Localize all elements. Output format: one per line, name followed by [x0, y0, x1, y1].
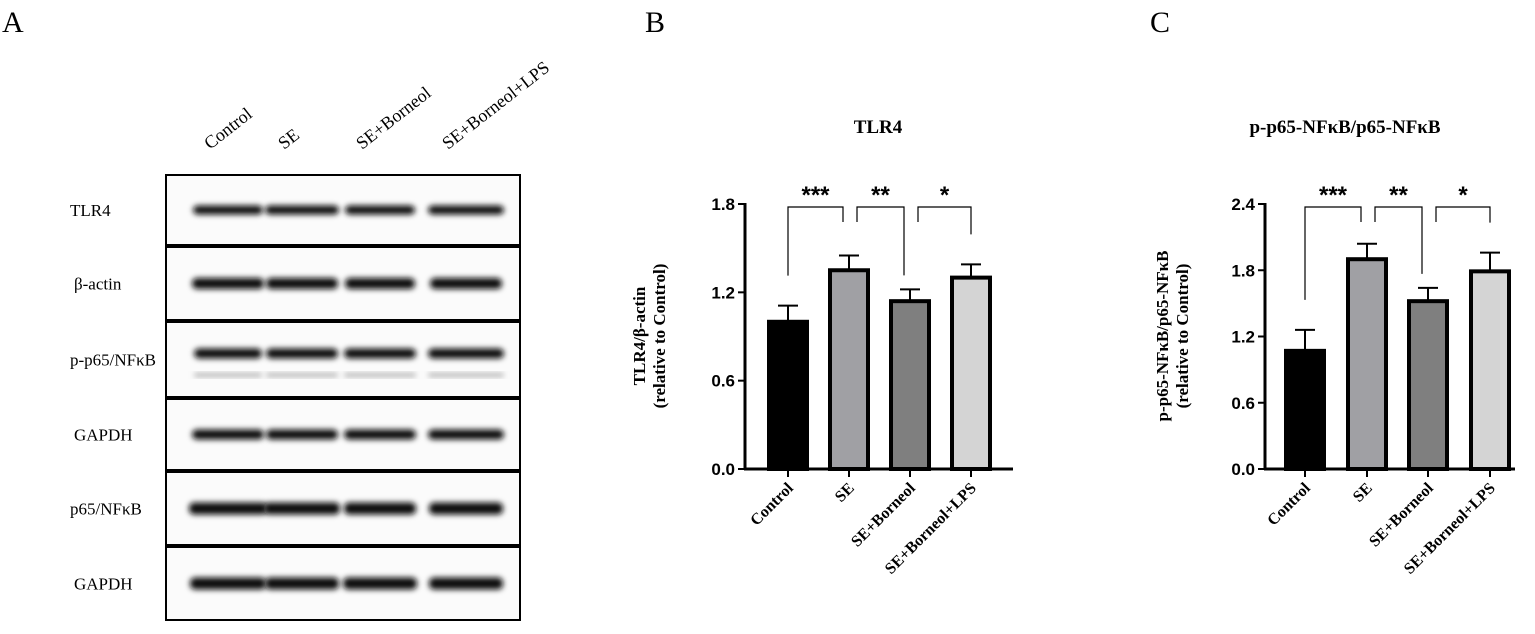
lane-label: SE+Borneol+LPS	[438, 57, 553, 153]
blot-band	[428, 348, 504, 359]
x-tick-label: SE	[1350, 480, 1376, 506]
blot-band	[344, 502, 416, 515]
blot-faint-band	[266, 373, 338, 377]
significance-bracket	[1304, 206, 1362, 300]
bar	[1469, 269, 1511, 471]
blot-row-label: p65/NFκB	[70, 500, 142, 519]
blot-band	[345, 205, 415, 215]
bar	[889, 299, 931, 471]
y-axis-label: (relative to Control)	[650, 264, 669, 409]
significance-label: **	[1389, 182, 1408, 209]
y-axis-label: (relative to Control)	[1173, 264, 1192, 409]
blot-faint-band	[194, 373, 262, 377]
y-tick-label: 1.2	[1231, 328, 1255, 347]
blot-faint-band	[344, 373, 416, 377]
blot-band	[190, 577, 266, 590]
blot-band	[266, 278, 338, 289]
blot-band	[192, 429, 264, 440]
blot-strip	[165, 321, 521, 398]
bar	[1407, 299, 1449, 471]
significance-label: *	[1458, 182, 1468, 209]
blot-faint-band	[428, 373, 504, 377]
y-tick-label: 1.8	[711, 195, 735, 214]
blot-row-label: GAPDH	[74, 426, 133, 445]
y-tick-label: 2.4	[1231, 195, 1255, 214]
western-blot: Control SE SE+Borneol SE+Borneol+LPS TLR4 β-a…	[70, 57, 553, 621]
x-tick-label: Control	[747, 479, 797, 529]
chart-title: p-p65-NFκB/p65-NFκB	[1249, 117, 1440, 138]
bar	[767, 319, 809, 471]
blot-band	[192, 278, 264, 289]
lane-label: Control	[200, 104, 256, 154]
chart-title: TLR4	[854, 117, 903, 138]
blot-band	[189, 502, 267, 515]
blot-band	[264, 502, 340, 515]
lane-label: SE	[274, 124, 303, 153]
y-tick-label: 0.6	[1231, 394, 1255, 413]
blot-band	[193, 205, 263, 215]
blot-row-label: β-actin	[74, 275, 122, 294]
blot-row-label: TLR4	[70, 201, 111, 220]
significance-bracket	[1374, 206, 1423, 274]
significance-label: **	[871, 182, 890, 209]
blot-band	[265, 205, 339, 215]
panel-label-a: A	[2, 6, 24, 39]
blot-band	[344, 348, 416, 359]
x-tick-label: Control	[1264, 479, 1314, 529]
blot-band	[194, 348, 262, 359]
blot-band	[266, 429, 338, 440]
blot-band	[430, 278, 502, 289]
bar	[1346, 257, 1388, 472]
blot-row-label: GAPDH	[74, 575, 133, 594]
blot-band	[343, 577, 417, 590]
blot-band	[265, 577, 339, 590]
bar	[828, 268, 870, 471]
significance-bracket	[917, 206, 972, 235]
significance-bracket	[1435, 206, 1491, 223]
significance-bracket	[856, 206, 905, 276]
blot-band	[266, 348, 338, 359]
panel-label-c: C	[1150, 6, 1170, 39]
blot-band	[429, 577, 503, 590]
y-tick-label: 0.6	[711, 372, 735, 391]
y-tick-label: 1.8	[1231, 261, 1255, 280]
significance-label: ***	[1319, 182, 1348, 209]
y-axis-label: p-p65-NFκB/p65-NFκB	[1153, 251, 1172, 422]
panel-label-b: B	[645, 6, 665, 39]
significance-label: ***	[801, 182, 830, 209]
blot-band	[428, 205, 504, 215]
x-tick-label: SE	[832, 480, 858, 506]
significance-bracket	[787, 206, 844, 276]
tlr4-bar-chart: TLR4 TLR4/β-actin (relative to Control) 0.0…	[630, 117, 1013, 578]
blot-band	[428, 429, 504, 440]
y-axis-label: TLR4/β-actin	[630, 286, 649, 385]
significance-label: *	[940, 182, 950, 209]
bar	[950, 275, 992, 471]
y-tick-label: 1.2	[711, 283, 735, 302]
blot-band	[345, 278, 415, 289]
y-tick-label: 0.0	[711, 460, 735, 479]
bar	[1284, 348, 1326, 471]
blot-band	[429, 502, 503, 515]
blot-band	[344, 429, 416, 440]
lane-label: SE+Borneol	[352, 83, 435, 154]
blot-row-label: p-p65/NFκB	[70, 351, 156, 370]
y-tick-label: 0.0	[1231, 460, 1255, 479]
